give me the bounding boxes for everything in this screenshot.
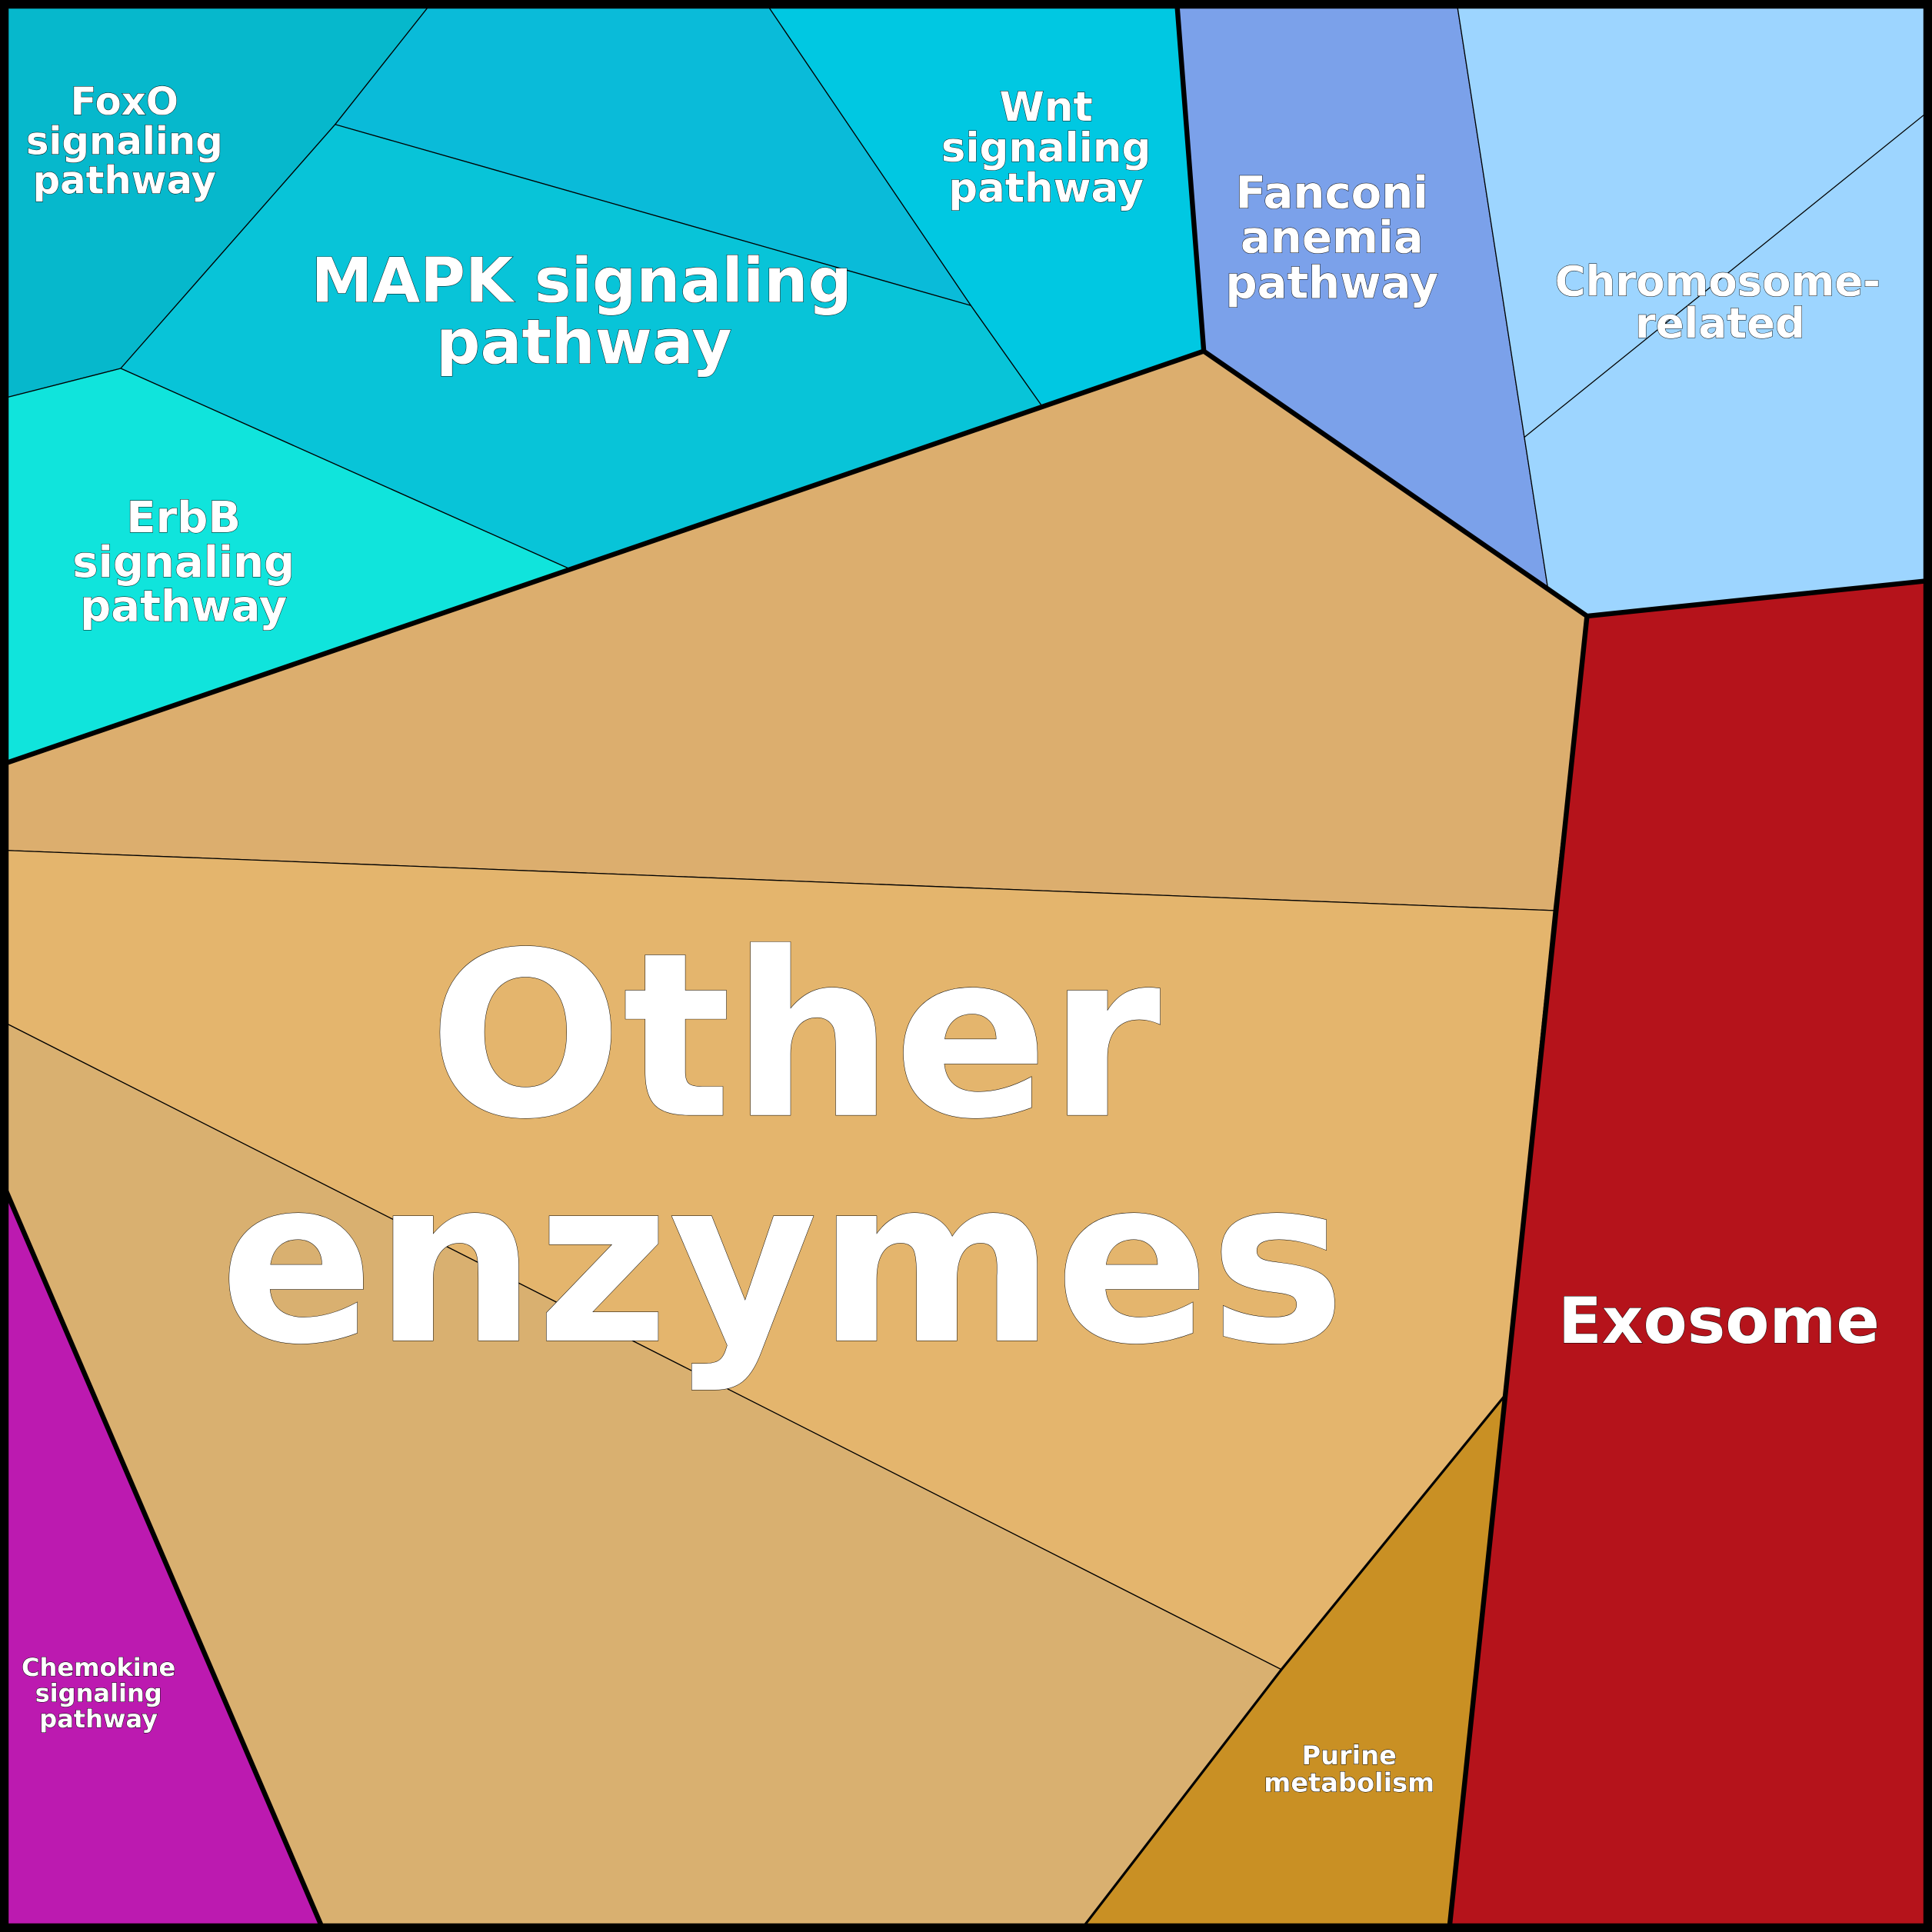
label-line: pathway — [948, 165, 1144, 212]
label-other-enzymes: Other enzymes — [219, 903, 1346, 1394]
label-line: ErbB — [126, 493, 241, 543]
label-line: Purine — [1302, 1740, 1397, 1770]
label-line: Wnt — [1000, 84, 1093, 131]
label-line: related — [1635, 298, 1805, 348]
label-line: signaling — [35, 1678, 162, 1707]
label-line: Fanconi — [1236, 167, 1429, 219]
label-line: pathway — [80, 581, 287, 631]
label-chromosome: Chromosome- related — [1554, 256, 1880, 348]
label-line: signaling — [26, 118, 223, 163]
label-line: pathway — [33, 158, 216, 203]
label-line: signaling — [72, 538, 295, 588]
label-mapk: MAPK signaling pathway — [311, 245, 852, 378]
group-border-chemokine — [0, 1175, 327, 1932]
label-exosome: Exosome — [1557, 1284, 1880, 1359]
label-line: enzymes — [219, 1129, 1345, 1394]
group-border-signaling — [0, 0, 1207, 768]
label-line: FoxO — [71, 79, 178, 124]
label-line: signaling — [941, 125, 1151, 172]
label-wnt: Wnt signaling pathway — [941, 84, 1151, 213]
label-line: pathway — [436, 307, 731, 378]
label-foxo: FoxO signaling pathway — [25, 79, 223, 203]
chromosome-subdivider — [1524, 108, 1932, 438]
label-line: metabolism — [1264, 1767, 1434, 1797]
label-chemokine: Chemokine signaling pathway — [22, 1652, 176, 1734]
label-fanconi: Fanconi anemia pathway — [1225, 166, 1439, 309]
label-line: Exosome — [1558, 1284, 1880, 1358]
label-line: MAPK signaling — [311, 245, 852, 317]
label-purine: Purine metabolism — [1264, 1740, 1435, 1798]
cell-other-bottom — [0, 1019, 1283, 1932]
label-line: Other — [428, 904, 1162, 1169]
label-line: Chemokine — [22, 1653, 175, 1682]
group-border-exosome — [1446, 615, 1590, 1932]
label-line: pathway — [39, 1704, 158, 1734]
label-line: anemia — [1241, 211, 1424, 263]
label-erbb: ErbB signaling pathway — [72, 493, 295, 632]
label-line: pathway — [1225, 257, 1438, 309]
label-line: Chromosome- — [1555, 256, 1880, 305]
